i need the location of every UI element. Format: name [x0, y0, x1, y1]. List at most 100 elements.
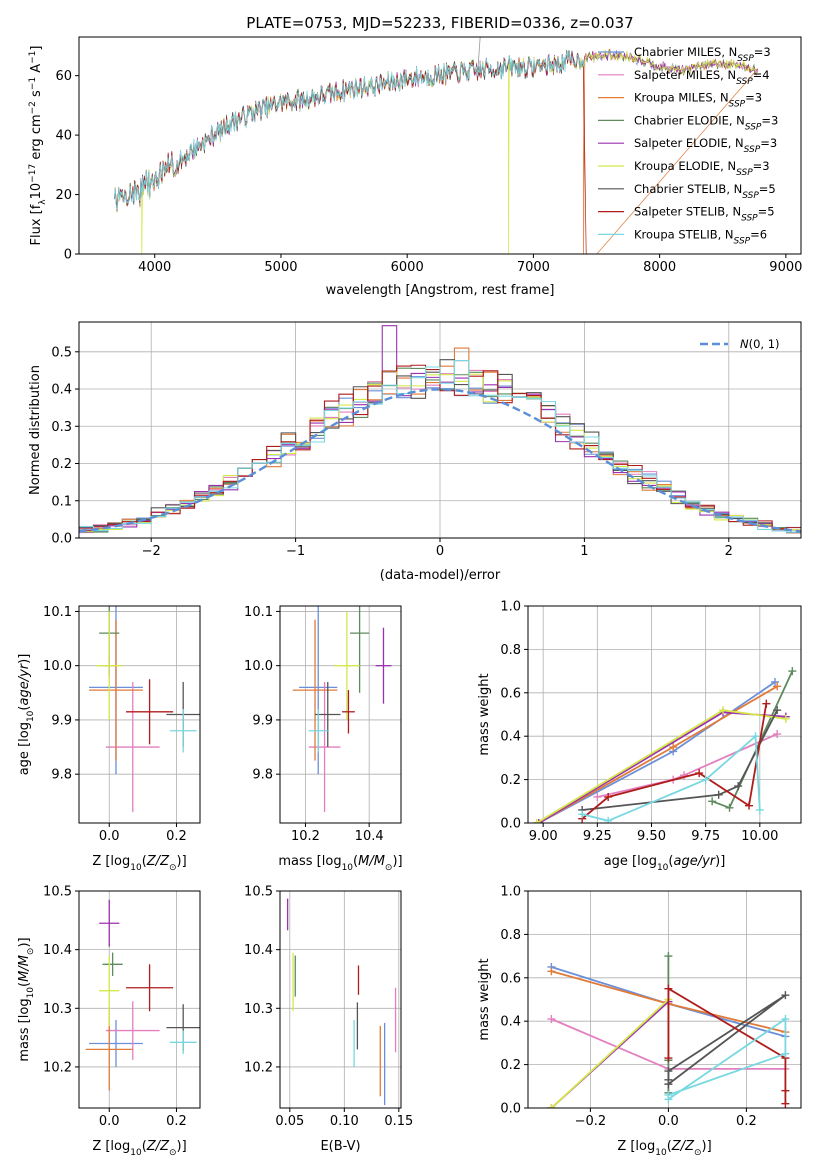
- mass-vs-ebv-plot: [286, 898, 397, 1106]
- weight-marker: [771, 677, 779, 686]
- weight-marker: [781, 1015, 790, 1024]
- axes-frame: [279, 890, 402, 1109]
- x-tick-label: 9.00: [529, 829, 558, 844]
- y-tick-label: 0.6: [500, 686, 521, 701]
- errorbar-point: [308, 709, 328, 753]
- y-tick-label: 10.5: [244, 885, 273, 900]
- weight-vs-age-frame: 9.00 9.25 9.50 9.75 10.00 0.0 0.2 0.4 0.6 0.8 1.0 a…: [477, 600, 802, 873]
- x-tick-label: 4000: [138, 260, 171, 275]
- x-tick-label: 0.15: [384, 1114, 413, 1129]
- histogram-step: [79, 359, 801, 533]
- y-axis-label: mass weight: [477, 958, 492, 1040]
- weight-marker: [534, 819, 543, 823]
- weight-vs-age-plot: [532, 667, 797, 823]
- x-axis-label: Z [log10(Z/Z⊙)]: [92, 854, 186, 873]
- y-axis-label: mass [log10(M/M⊙)]: [17, 937, 36, 1061]
- spectrum-line: [113, 51, 584, 210]
- x-axis-label: age [log10(age/yr)]: [604, 854, 726, 873]
- weight-marker: [669, 743, 678, 752]
- weight-marker: [664, 1067, 673, 1076]
- legend-label: Kroupa MILES, NSSP=3: [634, 91, 762, 110]
- weight-marker: [578, 810, 587, 819]
- errorbar-point: [99, 955, 120, 1026]
- legend: Chabrier MILES, NSSP=3 Salpeter MILES, NS…: [598, 45, 778, 246]
- weight-line: [597, 733, 778, 798]
- x-tick-label: −1: [286, 544, 305, 559]
- axes-frame: [78, 36, 802, 255]
- y-tick-label: 0.8: [500, 928, 521, 943]
- errorbar-point: [102, 952, 123, 977]
- y-tick-label: 10.5: [43, 885, 72, 900]
- legend-label: Chabrier MILES, NSSP=3: [634, 45, 771, 64]
- errorbar-point: [350, 606, 370, 693]
- legend-label: N(0, 1): [740, 337, 780, 351]
- y-axis-label: Flux [fλ10−17 erg cm−2 s−1 A−1]: [28, 46, 48, 246]
- weight-marker: [547, 967, 556, 976]
- weight-marker: [755, 805, 764, 814]
- x-tick-label: 9000: [769, 260, 802, 275]
- y-tick-label: 9.9: [252, 713, 273, 728]
- weight-vs-Z-frame: −0.2 0.0 0.2 0.0 0.2 0.4 0.6 0.8 1.0 Z [log10(Z/Z…: [477, 885, 802, 1158]
- weight-vs-Z-plot: [547, 952, 790, 1108]
- errorbar-point: [105, 681, 160, 813]
- weight-marker: [773, 706, 782, 715]
- weight-marker: [773, 682, 782, 691]
- y-tick-label: 10.2: [43, 1060, 72, 1075]
- residuals-plot: [79, 325, 801, 534]
- figure-title: PLATE=0753, MJD=52233, FIBERID=0336, z=0…: [246, 14, 633, 32]
- y-tick-label: 10.4: [244, 943, 273, 958]
- weight-marker: [664, 1054, 673, 1063]
- weight-marker: [695, 769, 704, 778]
- residuals-frame: −2 −1 0 1 2 0.0 0.1 0.2 0.3 0.4 0.5 (data-model)/er…: [28, 321, 802, 583]
- weight-marker: [719, 706, 727, 715]
- weight-marker: [788, 667, 797, 676]
- legend: N(0, 1): [700, 337, 780, 351]
- errorbar-point: [375, 627, 392, 704]
- x-axis-label: Z [log10(Z/Z⊙)]: [92, 1139, 186, 1158]
- weight-marker: [734, 782, 743, 791]
- errorbar-point: [105, 1001, 160, 1060]
- y-axis-label: mass weight: [477, 673, 492, 755]
- y-tick-label: 0.2: [51, 457, 72, 472]
- weight-line: [667, 1017, 787, 1101]
- spectrum-line: [477, 37, 481, 70]
- weight-marker: [781, 1099, 790, 1108]
- x-tick-label: 0: [436, 544, 444, 559]
- x-tick-label: 10.2: [291, 829, 320, 844]
- y-tick-label: 0.6: [500, 971, 521, 986]
- x-tick-label: 9.25: [583, 829, 612, 844]
- weight-marker: [701, 775, 710, 784]
- spectrum-frame: 4000 5000 6000 7000 8000 9000 0 20 40 60 wavelengt…: [28, 36, 802, 298]
- errorbar-point: [292, 619, 338, 761]
- errorbar-point: [308, 681, 341, 813]
- y-tick-label: 1.0: [500, 885, 521, 900]
- age-vs-mass-frame: 10.2 10.4 9.8 9.9 10.0 10.1 mass [log10(M/M⊙)]: [244, 605, 403, 873]
- y-tick-label: 10.3: [43, 1002, 72, 1017]
- errorbar-point: [95, 611, 123, 720]
- x-tick-label: 2: [725, 544, 733, 559]
- mass-vs-Z-axes: [79, 890, 200, 1108]
- y-tick-label: 0.0: [500, 1102, 521, 1117]
- y-tick-label: 10.3: [244, 1002, 273, 1017]
- x-tick-label: 0.0: [99, 829, 120, 844]
- weight-line: [667, 994, 786, 1085]
- y-tick-label: 10.0: [244, 659, 273, 674]
- axes-frame: [78, 605, 201, 824]
- mass-vs-Z-frame: 0.0 0.2 10.2 10.3 10.4 10.5 Z [log10(Z/Z⊙)] mas…: [17, 885, 201, 1158]
- mass-vs-Z-plot: [85, 899, 200, 1091]
- y-tick-label: 9.9: [51, 713, 72, 728]
- x-tick-label: 9.75: [691, 829, 720, 844]
- y-tick-label: 0.3: [51, 420, 72, 435]
- y-tick-label: 1.0: [500, 600, 521, 615]
- axes-frame: [527, 605, 802, 824]
- histogram-step: [79, 359, 801, 533]
- weight-marker: [714, 790, 723, 799]
- errorbar-point: [315, 681, 341, 748]
- x-axis-label: Z [log10(Z/Z⊙)]: [617, 1139, 711, 1158]
- age-vs-Z-plot: [89, 606, 200, 813]
- x-tick-label: 6000: [391, 260, 424, 275]
- y-tick-label: 0.4: [500, 730, 521, 745]
- x-tick-label: 10.4: [355, 829, 384, 844]
- y-tick-label: 10.4: [43, 943, 72, 958]
- weight-marker: [708, 797, 717, 806]
